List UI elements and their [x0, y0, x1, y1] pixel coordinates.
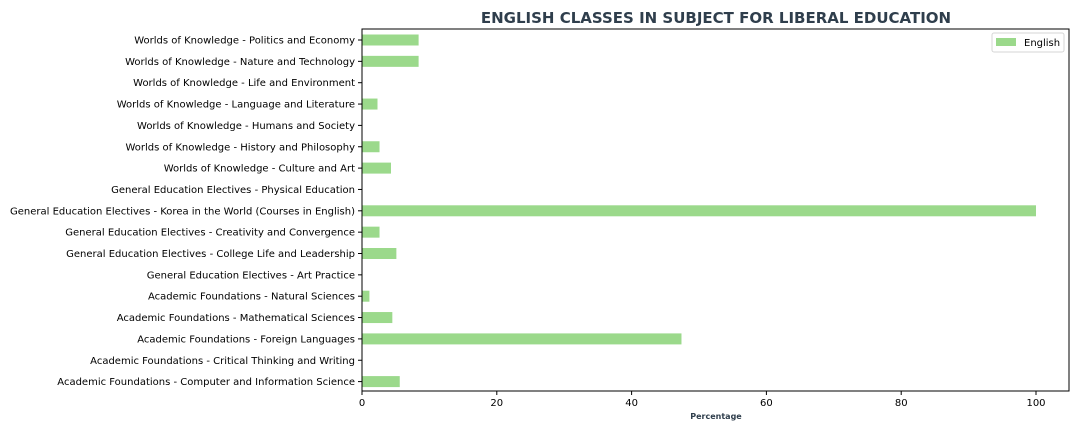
x-tick-label: 60	[760, 398, 773, 409]
category-label: Academic Foundations - Natural Sciences	[148, 292, 355, 303]
x-axis-label: Percentage	[690, 412, 742, 421]
category-label: Academic Foundations - Critical Thinking…	[90, 356, 355, 367]
bar	[362, 55, 419, 67]
category-label: General Education Electives - Creativity…	[65, 228, 355, 239]
category-label: General Education Electives - Art Practi…	[147, 270, 355, 281]
category-label: Worlds of Knowledge - Language and Liter…	[117, 100, 355, 111]
x-tick-label: 100	[1026, 398, 1045, 409]
category-label: Worlds of Knowledge - Nature and Technol…	[125, 57, 355, 68]
chart-title: ENGLISH CLASSES IN SUBJECT FOR LIBERAL E…	[481, 9, 951, 27]
category-label: Academic Foundations - Foreign Languages	[137, 334, 355, 345]
legend: English	[991, 32, 1065, 53]
bar	[362, 290, 370, 302]
bar	[362, 226, 380, 238]
bar	[362, 312, 393, 324]
category-label: General Education Electives - Korea in t…	[10, 206, 355, 217]
bar	[362, 34, 419, 46]
category-label: Academic Foundations - Mathematical Scie…	[117, 313, 355, 324]
x-tick-label: 40	[625, 398, 638, 409]
category-label: Worlds of Knowledge - Politics and Econo…	[134, 36, 355, 47]
bar	[362, 162, 391, 174]
category-label: Worlds of Knowledge - History and Philos…	[125, 142, 355, 153]
bar	[362, 376, 400, 388]
category-labels: Academic Foundations - Computer and Info…	[10, 36, 362, 388]
category-label: General Education Electives - Physical E…	[111, 185, 355, 196]
x-axis-ticks: 0 20 40 60 80 100	[359, 391, 1046, 409]
legend-frame	[991, 32, 1065, 53]
legend-swatch	[996, 38, 1016, 46]
x-tick-label: 80	[895, 398, 908, 409]
category-label: Worlds of Knowledge - Humans and Society	[137, 121, 355, 132]
bars-layer	[362, 34, 1036, 388]
bar	[362, 98, 378, 110]
category-label: General Education Electives - College Li…	[66, 249, 355, 260]
x-tick-label: 20	[490, 398, 503, 409]
category-label: Academic Foundations - Computer and Info…	[57, 377, 355, 388]
category-label: Worlds of Knowledge - Culture and Art	[164, 164, 355, 175]
bar	[362, 248, 397, 259]
bar	[362, 205, 1036, 217]
bar	[362, 333, 682, 345]
category-label: Worlds of Knowledge - Life and Environme…	[133, 78, 355, 89]
bar	[362, 141, 380, 153]
x-tick-label: 0	[359, 398, 365, 409]
legend-label: English	[1024, 38, 1060, 49]
plot-frame	[361, 28, 1070, 392]
